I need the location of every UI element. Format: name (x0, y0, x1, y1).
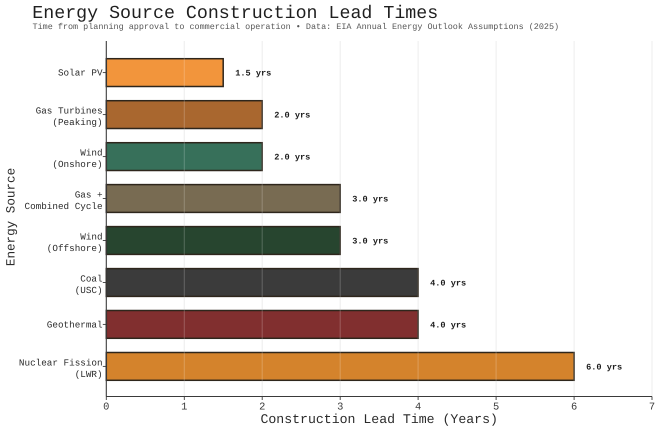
svg-text:2.0 yrs: 2.0 yrs (274, 111, 310, 121)
svg-text:4.0 yrs: 4.0 yrs (430, 321, 466, 331)
svg-text:6: 6 (571, 401, 577, 413)
svg-text:5: 5 (493, 401, 499, 413)
svg-text:3.0 yrs: 3.0 yrs (352, 195, 388, 205)
svg-text:(USC): (USC) (75, 285, 103, 296)
svg-text:Combined Cycle: Combined Cycle (24, 201, 102, 212)
svg-text:Gas Turbines: Gas Turbines (36, 106, 103, 117)
svg-text:0: 0 (103, 401, 109, 413)
svg-text:Energy Source Construction Lea: Energy Source Construction Lead Times (32, 4, 438, 24)
svg-text:3: 3 (337, 401, 343, 413)
svg-text:1.5 yrs: 1.5 yrs (235, 69, 271, 79)
svg-text:Geothermal: Geothermal (47, 319, 103, 330)
svg-text:Time from planning approval to: Time from planning approval to commercia… (33, 22, 560, 32)
svg-text:(Offshore): (Offshore) (47, 243, 103, 254)
svg-text:4: 4 (415, 401, 421, 413)
svg-text:(Peaking): (Peaking) (52, 117, 102, 128)
svg-text:Construction Lead Time (Years): Construction Lead Time (Years) (260, 412, 497, 427)
svg-text:6.0 yrs: 6.0 yrs (586, 363, 622, 373)
svg-text:(Onshore): (Onshore) (52, 159, 102, 170)
svg-text:Energy Source: Energy Source (4, 168, 18, 266)
svg-text:Solar PV: Solar PV (58, 68, 103, 79)
svg-text:3.0 yrs: 3.0 yrs (352, 237, 388, 247)
svg-text:7: 7 (649, 401, 655, 413)
svg-text:1: 1 (181, 401, 187, 413)
svg-text:2: 2 (259, 401, 265, 413)
svg-text:2.0 yrs: 2.0 yrs (274, 153, 310, 163)
svg-text:Gas +: Gas + (75, 190, 103, 201)
svg-text:Wind: Wind (80, 148, 102, 159)
svg-text:Nuclear Fission: Nuclear Fission (19, 357, 103, 368)
svg-text:(LWR): (LWR) (75, 369, 103, 380)
svg-text:Coal: Coal (80, 274, 103, 285)
svg-text:Wind: Wind (80, 232, 102, 243)
svg-text:4.0 yrs: 4.0 yrs (430, 279, 466, 289)
